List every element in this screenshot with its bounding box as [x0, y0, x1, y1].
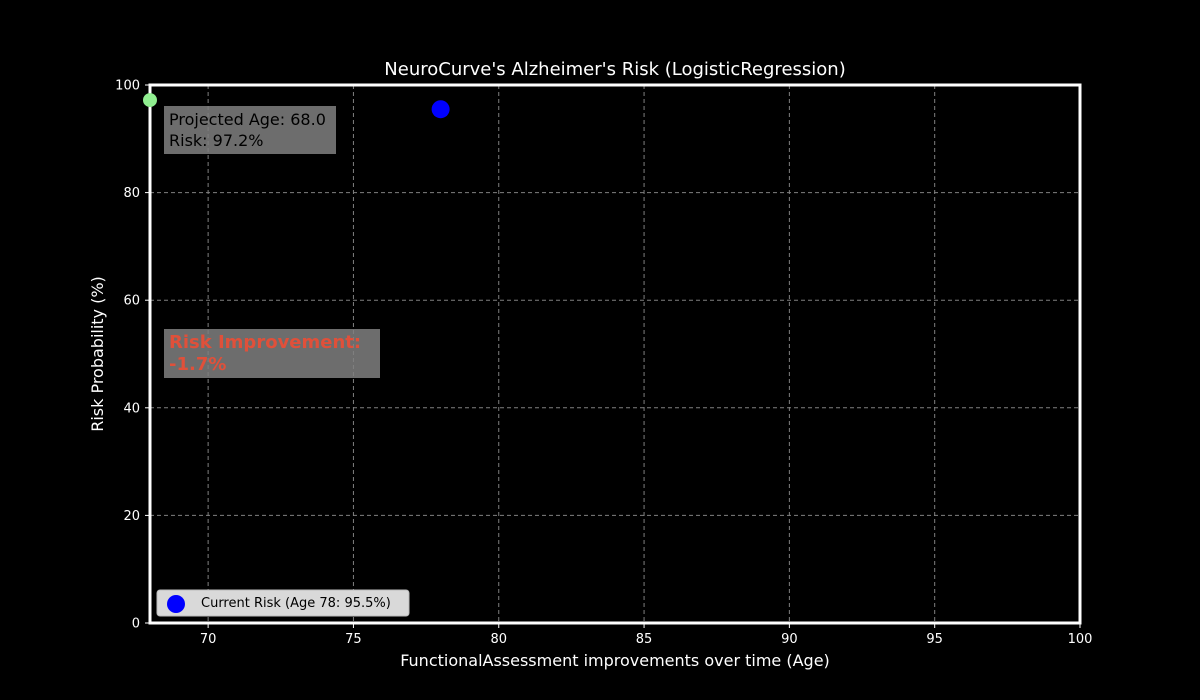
- current-risk-point: [431, 100, 450, 119]
- tick-layer: 70 75 80 85 90 95 100 0 20 40 60 80 100: [115, 79, 1092, 648]
- y-tick-label: 80: [123, 186, 140, 201]
- points-layer: [143, 93, 450, 119]
- risk-improvement-annotation: Risk Improvement: -1.7%: [164, 329, 380, 378]
- x-tick-label: 90: [781, 632, 798, 647]
- x-tick-label: 80: [490, 632, 507, 647]
- risk-improvement-box: [164, 329, 380, 378]
- y-axis-label: Risk Probability (%): [88, 276, 107, 432]
- plot-frame: [148, 83, 1082, 625]
- projected-risk-line: Risk: 97.2%: [169, 131, 263, 150]
- chart-title: NeuroCurve's Alzheimer's Risk (LogisticR…: [384, 59, 845, 80]
- projected-age-annotation: Projected Age: 68.0 Risk: 97.2%: [164, 106, 336, 154]
- projected-risk-point: [143, 93, 157, 108]
- y-tick-label: 60: [123, 294, 140, 309]
- risk-improvement-value: -1.7%: [169, 354, 226, 375]
- y-tick-label: 0: [132, 617, 140, 632]
- y-tick-label: 20: [123, 509, 140, 524]
- x-tick-label: 100: [1068, 632, 1093, 647]
- projected-age-line: Projected Age: 68.0: [169, 110, 326, 129]
- legend-marker-current-risk: [167, 595, 185, 613]
- y-tick-label: 40: [123, 401, 140, 416]
- x-tick-label: 70: [200, 632, 217, 647]
- y-tick-label: 100: [115, 79, 140, 94]
- legend-box: [156, 589, 410, 617]
- projected-age-box: [164, 106, 336, 154]
- legend-label-current-risk: Current Risk (Age 78: 95.5%): [201, 596, 391, 611]
- x-tick-label: 75: [345, 632, 362, 647]
- risk-improvement-label: Risk Improvement:: [169, 332, 361, 353]
- grid-layer: [150, 85, 1080, 623]
- legend: Current Risk (Age 78: 95.5%): [156, 589, 410, 617]
- x-tick-label: 85: [636, 632, 653, 647]
- x-axis-label: FunctionalAssessment improvements over t…: [400, 651, 830, 670]
- x-tick-label: 95: [926, 632, 943, 647]
